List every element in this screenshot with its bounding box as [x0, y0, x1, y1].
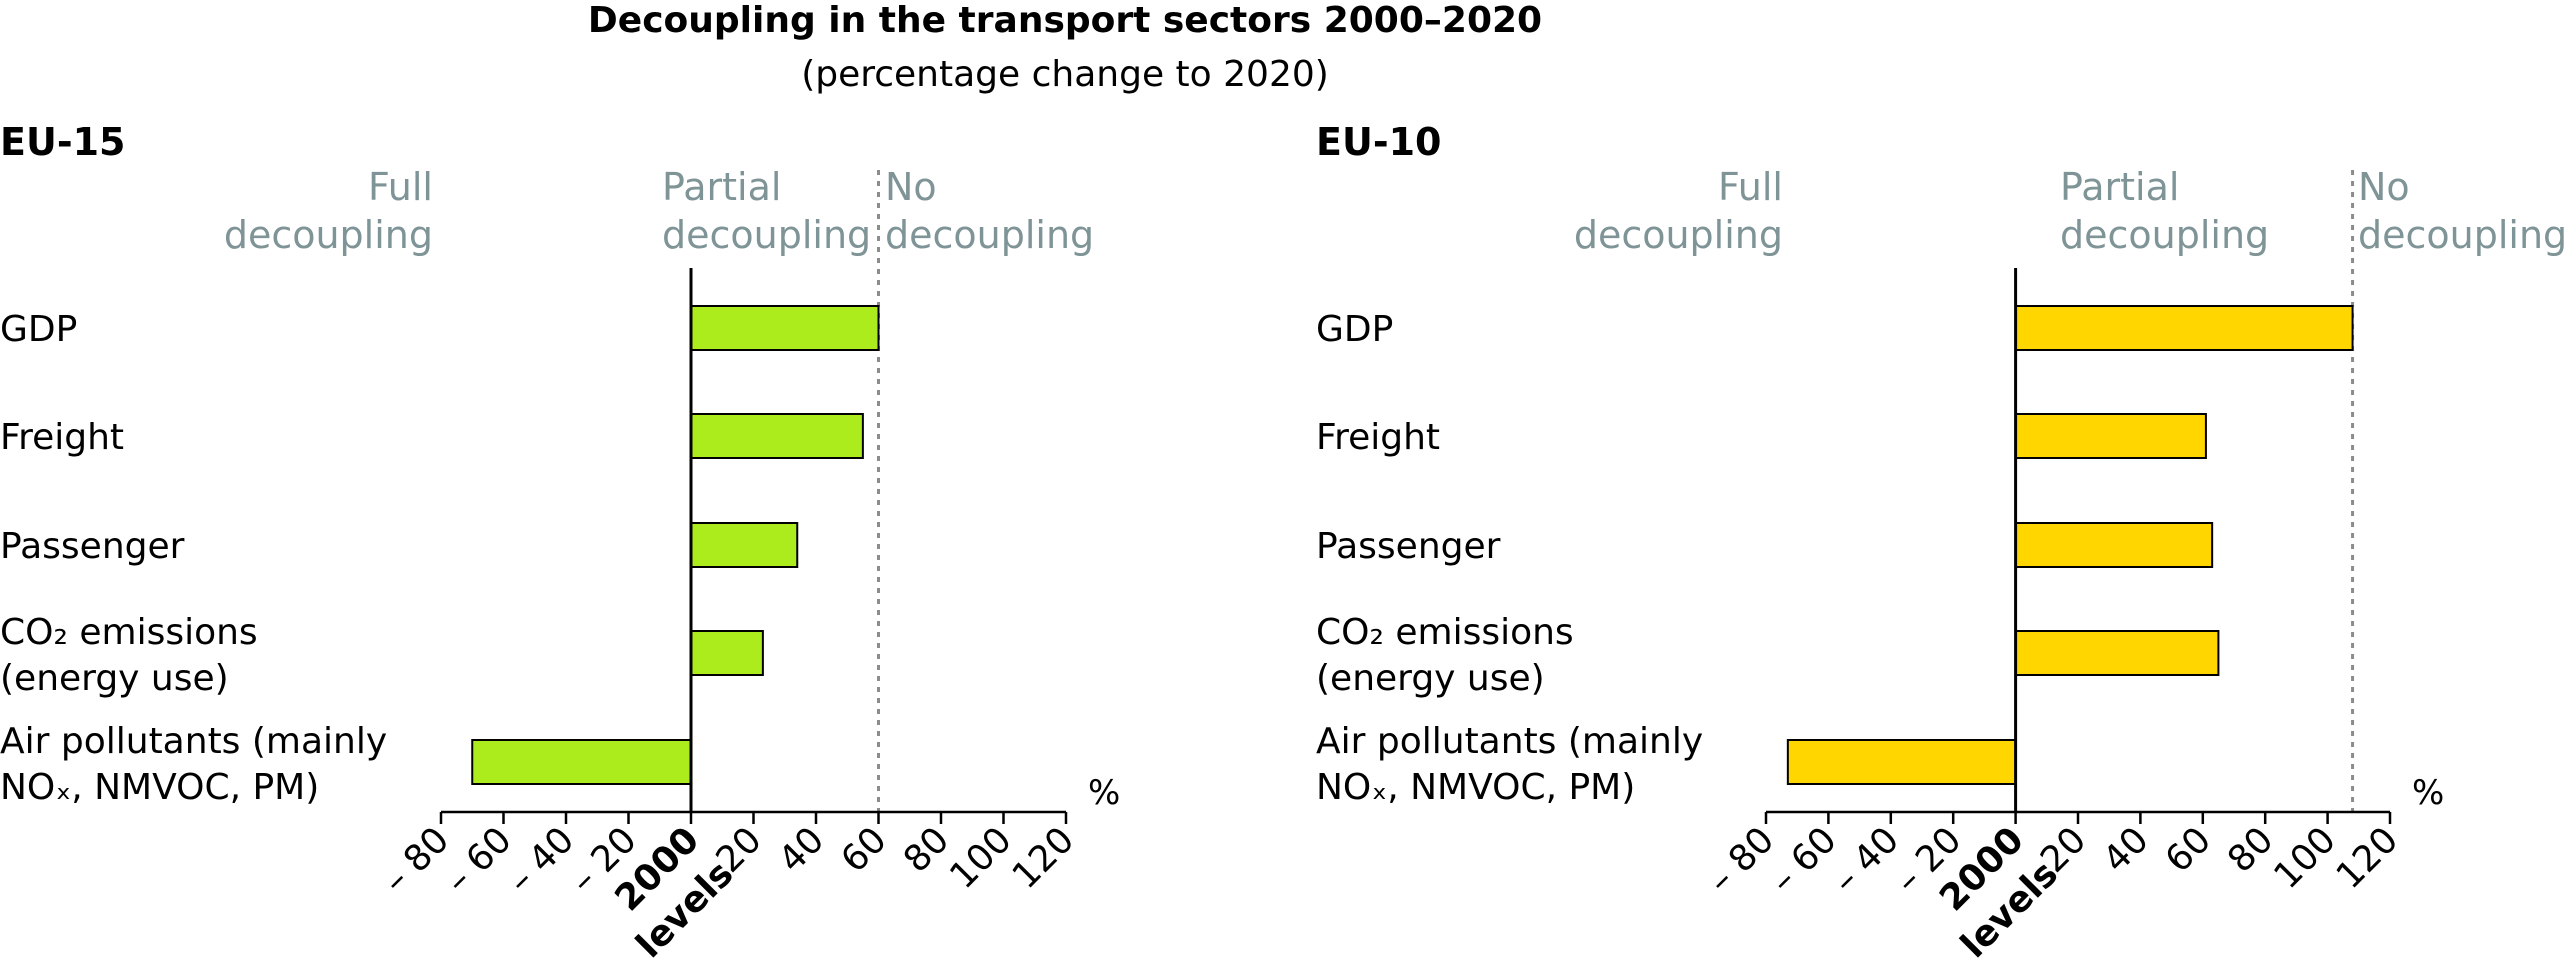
bar	[690, 305, 880, 351]
bar	[690, 413, 864, 459]
chart-title: Decoupling in the transport sectors 2000…	[588, 0, 1542, 41]
zone-label-partial-decoupling: decoupling	[2060, 213, 2269, 257]
zone-label-partial-decoupling: Partial	[2060, 165, 2179, 209]
x-tick-label: – 60	[438, 819, 520, 901]
x-tick-label: – 80	[1700, 819, 1782, 901]
zone-label-no-decoupling: decoupling	[885, 213, 1094, 257]
x-tick-label: – 60	[1763, 819, 1845, 901]
zone-label-no-decoupling: No	[2358, 165, 2410, 209]
panel-eu-10: EU-10FulldecouplingPartialdecouplingNode…	[1316, 120, 2565, 966]
zone-label-full-decoupling: decoupling	[1574, 213, 1783, 257]
category-label: Air pollutants (mainly	[1316, 721, 1703, 762]
category-label: CO₂ emissions	[1316, 612, 1574, 653]
x-tick-label: – 40	[1825, 819, 1907, 901]
zone-label-full-decoupling: Full	[368, 165, 433, 209]
zone-label-no-decoupling: No	[885, 165, 937, 209]
category-label: (energy use)	[0, 658, 229, 699]
bar	[2014, 522, 2214, 568]
x-axis-unit: %	[1088, 773, 1120, 813]
category-label: GDP	[1316, 309, 1393, 350]
x-tick-label: 120	[1005, 819, 1083, 897]
category-label: Freight	[1316, 417, 1440, 458]
zone-label-partial-decoupling: decoupling	[662, 213, 871, 257]
zone-label-full-decoupling: decoupling	[224, 213, 433, 257]
panel-title: EU-15	[0, 120, 125, 164]
bar	[2014, 413, 2207, 459]
category-label: Passenger	[0, 526, 185, 567]
bar	[690, 630, 764, 676]
category-label: (energy use)	[1316, 658, 1545, 699]
chart-subtitle: (percentage change to 2020)	[801, 54, 1329, 95]
x-tick-label: 60	[2158, 819, 2219, 880]
x-tick-label: – 40	[500, 819, 582, 901]
panel-eu-15: EU-15FulldecouplingPartialdecouplingNode…	[0, 120, 1120, 966]
category-label: NOₓ, NMVOC, PM)	[1316, 767, 1635, 808]
x-tick-label: 120	[2329, 819, 2407, 897]
bar	[1786, 739, 2017, 785]
panel-title: EU-10	[1316, 120, 1441, 164]
bar	[471, 739, 692, 785]
bar	[2014, 630, 2220, 676]
bar	[2014, 305, 2354, 351]
category-label: NOₓ, NMVOC, PM)	[0, 767, 319, 808]
category-label: Freight	[0, 417, 124, 458]
x-tick-label: 40	[2095, 819, 2156, 880]
x-tick-label: 60	[833, 819, 894, 880]
x-tick-label: 40	[771, 819, 832, 880]
x-tick-label: 100	[2266, 819, 2344, 897]
category-label: GDP	[0, 309, 77, 350]
bar	[690, 522, 799, 568]
x-tick-label: – 80	[375, 819, 457, 901]
category-label: Passenger	[1316, 526, 1501, 567]
zone-label-full-decoupling: Full	[1718, 165, 1783, 209]
zone-label-partial-decoupling: Partial	[662, 165, 781, 209]
x-tick-label: 100	[942, 819, 1020, 897]
category-label: CO₂ emissions	[0, 612, 258, 653]
zone-label-no-decoupling: decoupling	[2358, 213, 2565, 257]
category-label: Air pollutants (mainly	[0, 721, 387, 762]
x-axis-unit: %	[2412, 773, 2444, 813]
chart-panels: EU-15FulldecouplingPartialdecouplingNode…	[0, 120, 2565, 966]
